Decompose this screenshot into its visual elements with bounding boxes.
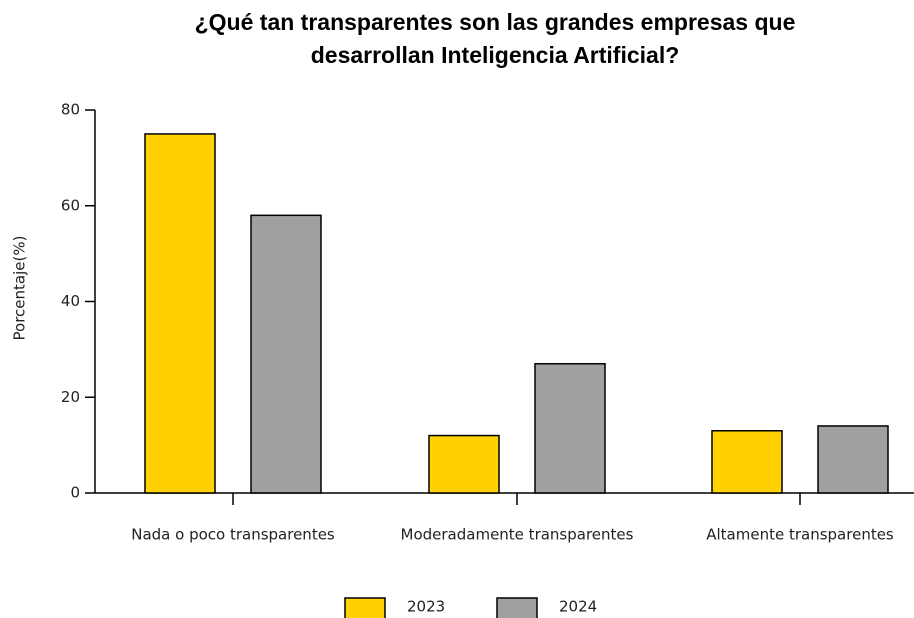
bar [534,362,606,494]
legend-label: 2023 [407,598,445,616]
bar [428,434,500,494]
chart-title: ¿Qué tan transparentes son las grandes e… [195,9,796,35]
legend-swatch [344,597,386,618]
y-tick-label: 80 [61,101,80,119]
legend-label: 2024 [559,598,597,616]
chart-title: desarrollan Inteligencia Artificial? [311,42,680,68]
bar [711,430,783,494]
bar [250,214,322,494]
x-tick-label: Nada o poco transparentes [131,526,335,544]
x-tick-label: Altamente transparentes [706,526,894,544]
y-tick-label: 20 [61,388,80,406]
y-tick-label: 60 [61,196,80,214]
y-tick-label: 40 [61,292,80,310]
x-tick-label: Moderadamente transparentes [401,526,634,544]
y-tick-label: 0 [70,484,80,502]
legend-swatch [496,597,538,618]
bar [817,425,889,494]
y-axis-label: Porcentaje(%) [11,236,29,341]
bar [144,133,216,494]
